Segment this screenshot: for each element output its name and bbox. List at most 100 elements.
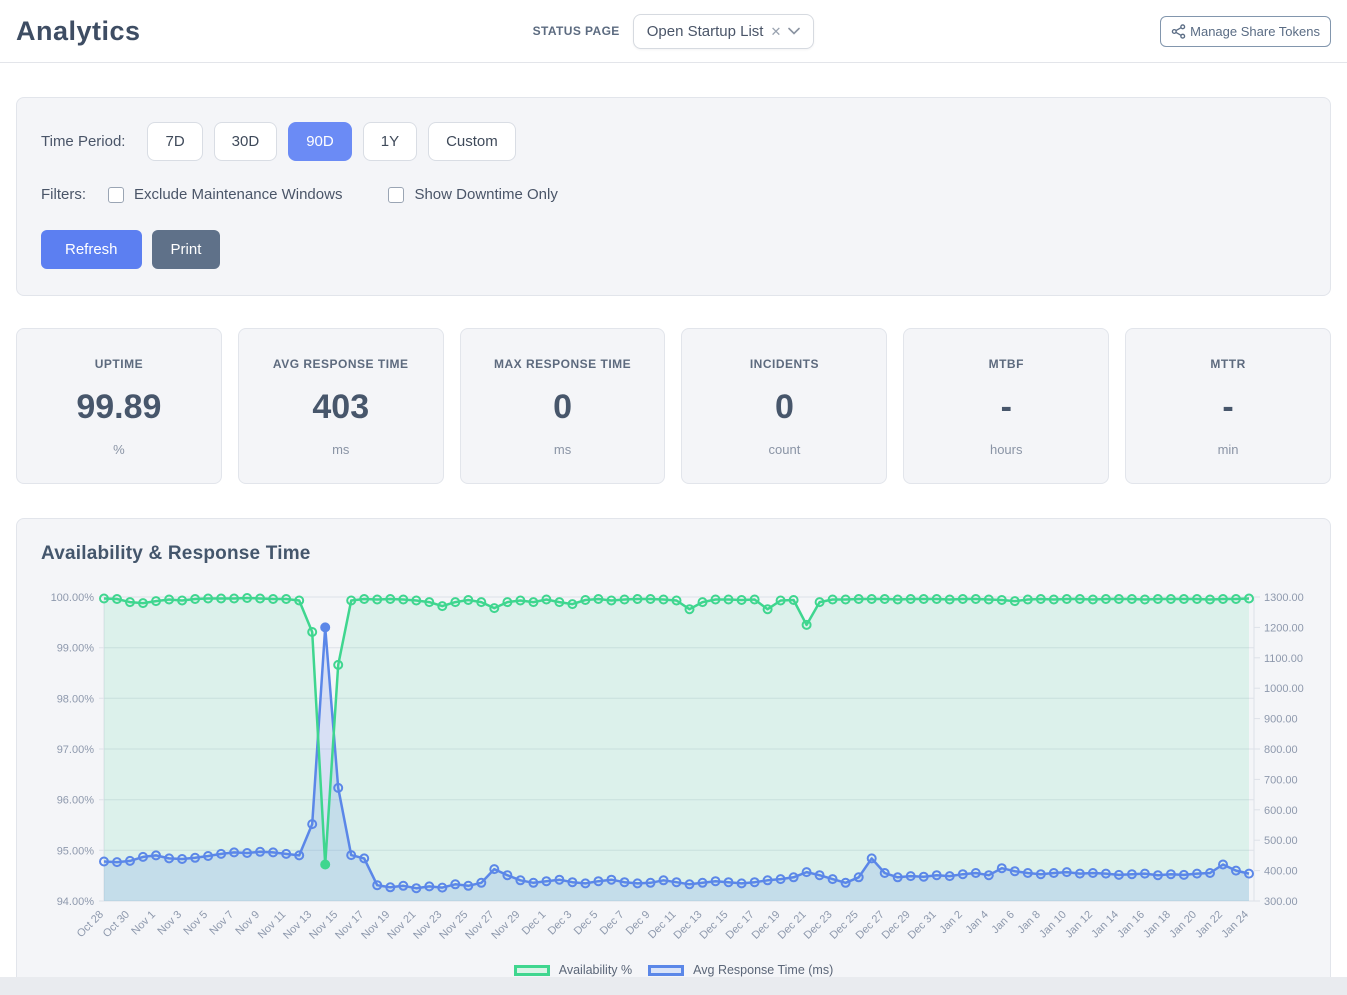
svg-text:Dec 23: Dec 23 xyxy=(802,909,835,942)
filters-row: Filters: Exclude Maintenance Windows Show… xyxy=(41,186,1306,203)
main-content: Time Period: 7D 30D 90D 1Y Custom Filters: E… xyxy=(0,97,1347,977)
stat-value: 99.89 xyxy=(76,388,162,426)
stat-unit: hours xyxy=(989,442,1023,457)
checkbox-label: Exclude Maintenance Windows xyxy=(134,186,343,203)
svg-text:Dec 7: Dec 7 xyxy=(598,909,627,938)
svg-text:100.00%: 100.00% xyxy=(51,592,95,604)
svg-text:Nov 7: Nov 7 xyxy=(207,909,236,938)
stat-value: 403 xyxy=(312,388,370,426)
stat-unit: min xyxy=(1217,442,1239,457)
svg-text:400.00: 400.00 xyxy=(1264,866,1298,878)
svg-text:Dec 3: Dec 3 xyxy=(546,909,575,938)
svg-text:900.00: 900.00 xyxy=(1264,714,1298,726)
checkbox-group-show-downtime-only[interactable]: Show Downtime Only xyxy=(388,186,558,203)
time-period-button-1y[interactable]: 1Y xyxy=(362,122,418,161)
stat-label: MTBF xyxy=(988,357,1024,371)
stat-card-incidents: INCIDENTS 0 count xyxy=(681,328,888,484)
time-period-row: Time Period: 7D 30D 90D 1Y Custom xyxy=(41,122,1306,161)
time-period-buttons: 7D 30D 90D 1Y Custom xyxy=(147,122,516,161)
chart-card: Availability & Response Time 100.00% 99.0… xyxy=(16,518,1331,977)
svg-text:Jan 10: Jan 10 xyxy=(1037,909,1069,941)
stat-label: UPTIME xyxy=(94,357,144,371)
stat-label: AVG RESPONSE TIME xyxy=(272,357,409,371)
manage-share-tokens-button[interactable]: Manage Share Tokens xyxy=(1160,15,1331,47)
status-page-label: STATUS PAGE xyxy=(532,24,620,38)
refresh-button[interactable]: Refresh xyxy=(41,230,142,269)
chevron-down-icon[interactable] xyxy=(788,27,801,35)
topbar-left: Analytics xyxy=(16,16,533,47)
stat-card-uptime: UPTIME 99.89% xyxy=(16,328,222,484)
svg-text:Nov 29: Nov 29 xyxy=(489,909,522,942)
time-period-button-custom[interactable]: Custom xyxy=(428,122,516,161)
stat-unit: % xyxy=(113,442,125,457)
legend-item-avg-response-time-ms[interactable]: Avg Response Time (ms) xyxy=(648,963,833,977)
svg-text:Jan 20: Jan 20 xyxy=(1167,909,1199,941)
svg-text:96.00%: 96.00% xyxy=(57,795,95,807)
svg-text:700.00: 700.00 xyxy=(1264,774,1298,786)
svg-text:Nov 27: Nov 27 xyxy=(463,909,496,942)
time-period-button-90d[interactable]: 90D xyxy=(288,122,352,161)
svg-text:Jan 12: Jan 12 xyxy=(1063,909,1095,941)
time-period-label: Time Period: xyxy=(41,133,126,150)
svg-text:Jan 6: Jan 6 xyxy=(989,909,1017,937)
stat-card-max-response-time: MAX RESPONSE TIME 0 ms xyxy=(459,328,666,484)
legend-swatch xyxy=(648,964,685,976)
time-period-button-7d[interactable]: 7D xyxy=(147,122,203,161)
stat-unit: count xyxy=(768,442,801,457)
legend-item-availability[interactable]: Availability % xyxy=(513,963,632,977)
svg-text:Dec 5: Dec 5 xyxy=(572,909,601,938)
topbar-right: Manage Share Tokens xyxy=(814,15,1331,47)
svg-text:Nov 17: Nov 17 xyxy=(333,909,366,942)
svg-text:95.00%: 95.00% xyxy=(57,845,95,857)
checkbox-show-downtime-only[interactable] xyxy=(388,186,405,203)
print-button[interactable]: Print xyxy=(151,230,221,269)
status-page-group: STATUS PAGE Open Startup List ✕ xyxy=(532,13,815,49)
checkbox-group-exclude-maintenance-windows[interactable]: Exclude Maintenance Windows xyxy=(108,186,342,203)
svg-text:Jan 4: Jan 4 xyxy=(963,909,991,937)
stat-value: 0 xyxy=(774,388,794,426)
stat-label: INCIDENTS xyxy=(749,357,819,371)
svg-text:Jan 22: Jan 22 xyxy=(1193,909,1225,941)
svg-text:Nov 1: Nov 1 xyxy=(129,909,158,938)
svg-text:97.00%: 97.00% xyxy=(57,744,95,756)
stat-value: - xyxy=(1222,388,1234,426)
svg-text:800.00: 800.00 xyxy=(1264,744,1298,756)
stat-card-avg-response-time: AVG RESPONSE TIME 403 ms xyxy=(237,328,444,484)
stat-value: 0 xyxy=(553,388,573,426)
stat-card-mttr: MTTR - min xyxy=(1125,328,1331,484)
share-icon xyxy=(1171,23,1186,39)
clear-selection-icon[interactable]: ✕ xyxy=(770,23,782,39)
svg-text:Jan 24: Jan 24 xyxy=(1219,909,1251,941)
svg-text:99.00%: 99.00% xyxy=(57,643,95,655)
checkbox-label: Show Downtime Only xyxy=(414,186,558,203)
svg-text:94.00%: 94.00% xyxy=(57,896,95,908)
svg-text:1300.00: 1300.00 xyxy=(1264,592,1304,604)
stats-row: UPTIME 99.89% AVG RESPONSE TIME 403 ms MAX RE… xyxy=(16,328,1331,484)
stat-unit: ms xyxy=(332,442,350,457)
svg-text:1000.00: 1000.00 xyxy=(1264,683,1304,695)
svg-text:Dec 15: Dec 15 xyxy=(697,909,730,942)
status-page-select[interactable]: Open Startup List ✕ xyxy=(632,13,815,49)
svg-text:Jan 2: Jan 2 xyxy=(937,909,965,937)
svg-text:Jan 14: Jan 14 xyxy=(1089,909,1121,941)
chart-svg: 100.00% 99.00% 98.00% 97.00% 96.00% 95.00% 94.… xyxy=(51,592,1304,942)
status-page-selected-value: Open Startup List xyxy=(646,22,764,40)
time-period-button-30d[interactable]: 30D xyxy=(213,122,278,161)
svg-text:1200.00: 1200.00 xyxy=(1264,622,1304,634)
svg-text:Jan 16: Jan 16 xyxy=(1115,909,1147,941)
svg-text:Jan 18: Jan 18 xyxy=(1141,909,1173,941)
stat-value: - xyxy=(1000,388,1012,426)
stat-card-mtbf: MTBF - hours xyxy=(903,328,1110,484)
stat-unit: ms xyxy=(553,442,572,457)
svg-text:600.00: 600.00 xyxy=(1264,805,1298,817)
chart-title: Availability & Response Time xyxy=(41,543,311,564)
top-bar: Analytics STATUS PAGE Open Startup List … xyxy=(0,0,1347,63)
svg-text:Dec 31: Dec 31 xyxy=(906,909,939,942)
filters-label: Filters: xyxy=(41,186,86,203)
checkbox-exclude-maintenance-windows[interactable] xyxy=(108,186,124,203)
manage-share-tokens-label: Manage Share Tokens xyxy=(1190,23,1320,39)
page-title: Analytics xyxy=(16,15,141,46)
svg-text:Nov 3: Nov 3 xyxy=(155,909,184,938)
svg-text:98.00%: 98.00% xyxy=(57,693,95,705)
